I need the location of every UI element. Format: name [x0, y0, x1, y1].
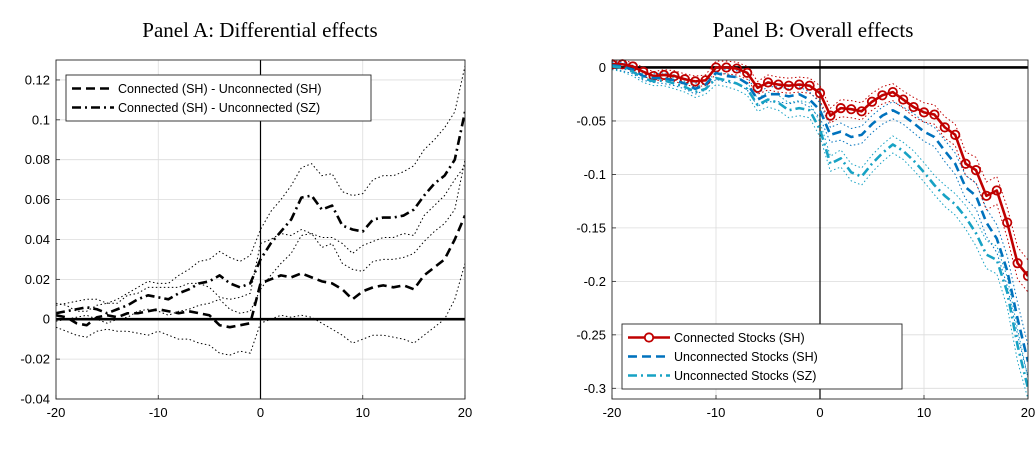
y-tick-label: 0.12: [25, 72, 50, 87]
y-tick-label: 0.06: [25, 192, 50, 207]
chart-title: Panel A: Differential effects: [142, 18, 377, 42]
data-point-marker: [856, 106, 867, 117]
x-tick-label: 0: [257, 405, 264, 420]
data-point-marker: [929, 109, 940, 120]
ci-upper-line: [612, 60, 1028, 261]
data-point-marker: [814, 88, 826, 99]
series-line: [612, 65, 1028, 389]
series-line: [56, 215, 465, 329]
x-tick-label: 10: [917, 405, 931, 420]
legend-label: Connected (SH) - Unconnected (SH): [118, 82, 322, 96]
panel-a: Panel A: Differential effects -20 -10 0 10 20…: [20, 18, 472, 420]
data-point-marker: [960, 158, 971, 169]
legend: Connected Stocks (SH) Unconnected Stocks …: [621, 323, 903, 390]
y-tick-label: -0.15: [576, 220, 606, 235]
data-point-marker: [835, 103, 846, 114]
data-point-marker: [1012, 258, 1023, 269]
data-point-marker: [898, 94, 909, 105]
y-tick-label: 0: [43, 312, 50, 327]
ci-upper-line: [56, 165, 465, 312]
series-group: [56, 65, 465, 356]
data-point-marker: [690, 76, 701, 87]
x-tick-label: 20: [1021, 405, 1035, 420]
data-point-marker: [908, 101, 919, 113]
legend-marker: [643, 332, 655, 343]
data-point-marker: [981, 190, 992, 201]
x-tick-label: 20: [458, 405, 472, 420]
data-point-marker: [970, 165, 982, 176]
series-line: [612, 64, 1028, 362]
legend-label: Unconnected Stocks (SZ): [674, 369, 816, 383]
data-point-marker: [887, 86, 898, 98]
data-point-marker: [773, 79, 784, 90]
data-point-marker: [742, 67, 753, 78]
data-point-marker: [804, 80, 815, 91]
ci-lower-line: [56, 263, 465, 356]
y-tick-label: -0.04: [20, 392, 50, 407]
data-point-marker: [762, 77, 774, 88]
data-point-marker: [846, 104, 857, 115]
legend-label: Connected (SH) - Unconnected (SZ): [118, 101, 320, 115]
data-point-marker: [669, 70, 680, 82]
data-point-marker: [877, 90, 888, 101]
data-point-marker: [794, 79, 805, 90]
legend-box: [65, 74, 372, 122]
x-tick-label: -10: [707, 405, 726, 420]
data-point-marker: [866, 96, 878, 107]
y-tick-label: -0.25: [576, 327, 606, 342]
y-tick-label: -0.3: [584, 381, 606, 396]
data-point-marker: [991, 185, 1002, 196]
y-tick-label: -0.02: [20, 352, 50, 367]
data-point-marker: [950, 129, 961, 140]
y-tick-label: -0.2: [584, 274, 606, 289]
ci-lower-line: [612, 69, 1028, 400]
legend-label: Connected Stocks (SH): [674, 331, 805, 345]
data-point-marker: [612, 59, 618, 70]
x-tick-label: 0: [816, 405, 823, 420]
x-tick-label: 10: [356, 405, 370, 420]
y-tick-label: -0.05: [576, 113, 606, 128]
data-point-marker: [783, 80, 794, 91]
y-tick-label: -0.1: [584, 167, 606, 182]
legend-box: [621, 323, 903, 390]
data-point-marker: [918, 107, 930, 118]
data-point-marker: [825, 110, 836, 121]
data-point-marker: [1002, 217, 1013, 228]
data-point-marker: [658, 69, 670, 81]
x-tick-label: -20: [47, 405, 66, 420]
panel-b: Panel B: Overall effects -20 -10 0 10 20 0 -0.0…: [576, 18, 1035, 420]
data-point-marker: [731, 63, 742, 74]
y-tick-label: 0.1: [32, 112, 50, 127]
axes-box: [55, 59, 466, 400]
legend: Connected (SH) - Unconnected (SH) Connect…: [65, 74, 372, 122]
series-group: [612, 59, 1028, 400]
y-tick-label: 0.04: [25, 232, 50, 247]
chart-title: Panel B: Overall effects: [713, 18, 914, 42]
ci-lower-line: [612, 68, 1028, 378]
y-tick-label: 0.08: [25, 152, 50, 167]
axes-box: [611, 59, 1029, 400]
data-point-marker: [939, 122, 950, 133]
x-tick-label: -10: [149, 405, 168, 420]
y-tick-label: 0.02: [25, 272, 50, 287]
series-line: [56, 111, 465, 315]
data-point-marker: [752, 82, 763, 93]
x-tick-label: -20: [603, 405, 622, 420]
legend-label: Unconnected Stocks (SH): [674, 350, 818, 364]
y-tick-label: 0: [599, 60, 606, 75]
data-point-marker: [721, 62, 732, 73]
